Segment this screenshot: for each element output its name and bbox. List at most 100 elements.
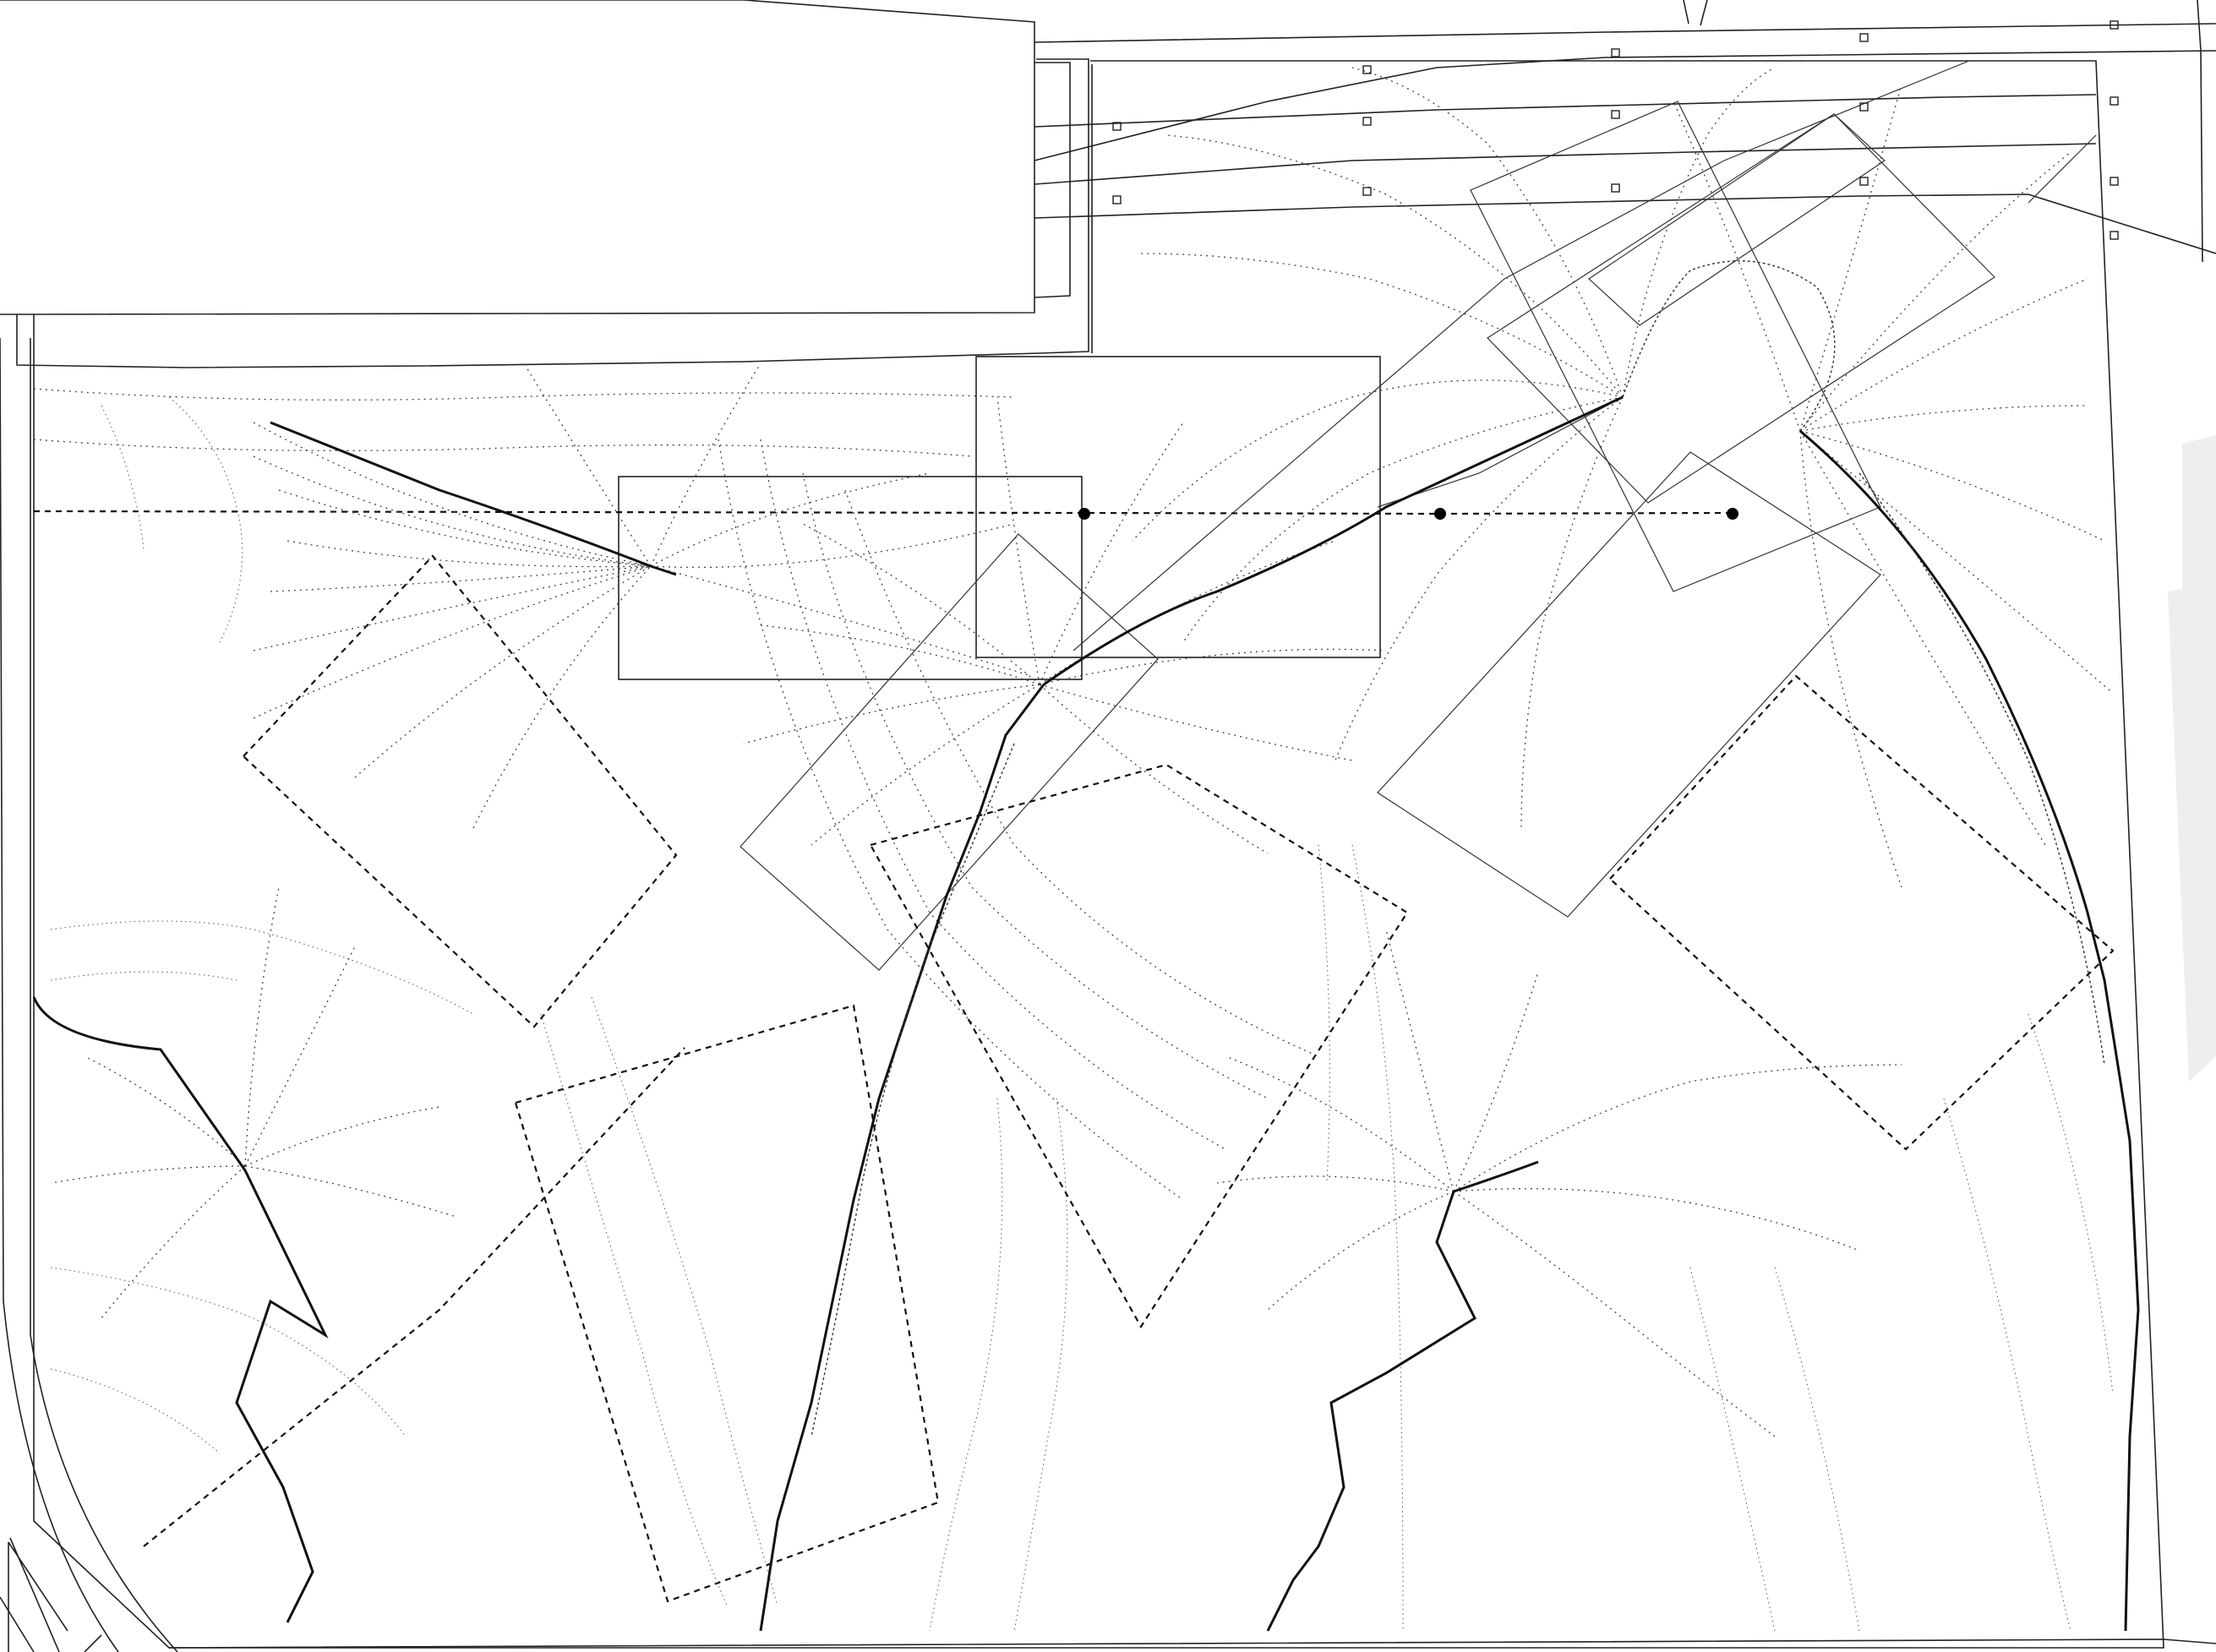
square-marker — [1611, 48, 1620, 57]
road-lane-1 — [1034, 50, 2216, 161]
square-marker — [1611, 110, 1620, 119]
square-marker — [1611, 183, 1620, 193]
contour-line — [1039, 648, 1387, 685]
contour-line — [270, 565, 652, 592]
contour-line — [1039, 684, 1353, 761]
ridge-soft-2 — [811, 743, 1015, 1437]
contour-line — [101, 1165, 246, 1319]
footprint-rect-2 — [975, 356, 1381, 658]
dashed-footprint-left — [242, 554, 678, 1028]
contour-line — [1318, 844, 1330, 1184]
contour-line — [760, 624, 1040, 685]
rotated-footprint-2 — [1377, 451, 1881, 918]
square-marker — [2110, 96, 2119, 106]
contour-line — [844, 489, 1319, 1057]
square-marker — [1362, 117, 1372, 126]
contour-line — [1622, 67, 1776, 398]
square-marker — [2110, 231, 2119, 240]
rotated-footprint-1 — [740, 533, 1159, 971]
contour-line — [1267, 1191, 1455, 1311]
contour-line — [1039, 684, 1269, 854]
site-boundary — [33, 60, 2164, 1649]
survey-points — [1078, 508, 1738, 520]
dashed-footprint-center — [514, 1004, 940, 1603]
square-marker — [2110, 20, 2119, 30]
contour-line — [1351, 844, 1404, 1632]
contour-line — [1799, 151, 2071, 432]
dashed-diagonal-bottom-left — [143, 1047, 685, 1547]
contour-line — [1132, 379, 1624, 542]
contour-line — [1799, 84, 1902, 432]
rotated-footprint-4 — [1487, 113, 1995, 504]
road-right-edge — [2197, 0, 2203, 263]
bottom-boundary — [168, 1638, 2216, 1649]
contour-line — [1799, 430, 2105, 542]
contour-line — [1799, 430, 1902, 888]
bottom-left-detail — [8, 1541, 102, 1652]
building-step-wall — [1034, 62, 1071, 298]
left-road-outer — [0, 337, 119, 1652]
contour-line — [1165, 134, 1624, 398]
contour-line — [244, 946, 356, 1167]
dashed-footprint-mid-right — [869, 763, 1409, 1329]
contour-line — [1774, 1267, 1860, 1632]
contour-line — [50, 1368, 221, 1454]
ridge-center — [759, 684, 1045, 1632]
ridge-upper-left — [270, 421, 677, 576]
contour-line — [101, 405, 145, 550]
neighbor-shade-area-lower — [2168, 583, 2216, 1082]
road-lane-4 — [1034, 94, 2097, 128]
square-marker — [1859, 177, 1869, 186]
contour-line — [1039, 422, 1184, 685]
contour-line — [1799, 278, 2088, 432]
contour-line — [802, 472, 1269, 1099]
left-road-inner — [30, 338, 178, 1652]
contour-line — [1351, 67, 1624, 398]
contour-line — [650, 472, 931, 567]
contour-line — [354, 565, 652, 778]
contour-line — [278, 489, 652, 567]
road-lane-3 — [1034, 194, 2216, 254]
square-marker — [1362, 65, 1372, 74]
contour-line — [1799, 405, 2088, 432]
contour-line — [1689, 1267, 1776, 1632]
dashed-axis-line — [33, 510, 1733, 515]
contour-line — [50, 971, 237, 981]
contour-line — [253, 455, 652, 567]
contour-line — [1453, 971, 1539, 1192]
ridge-right — [1799, 429, 2140, 1632]
contour-line — [84, 1055, 246, 1167]
contour-line — [811, 684, 1040, 846]
contour-line — [1039, 540, 1336, 685]
contour-line — [1385, 929, 1455, 1192]
survey-square-markers — [1112, 20, 2119, 240]
footprint-rect-1 — [618, 476, 1083, 680]
diagonal-line-3 — [2028, 134, 2097, 204]
contour-line — [50, 1267, 407, 1437]
ridge-mid-right-branch — [1453, 1160, 1539, 1193]
contour-line — [1453, 1188, 1860, 1251]
contour-line — [1182, 396, 1624, 643]
contour-lines — [33, 67, 2114, 1632]
survey-point — [1078, 508, 1090, 520]
ridge-center-to-peak — [1043, 395, 1624, 686]
square-marker — [1362, 187, 1372, 196]
diagonal-line-1 — [1073, 60, 1970, 652]
contour-line — [1799, 430, 2114, 694]
rotated-footprint-5 — [1588, 113, 1886, 326]
contour-line — [1943, 1098, 2071, 1632]
contour-line — [996, 396, 1040, 685]
road-lane-2 — [1034, 143, 2097, 185]
ridge-left — [32, 996, 329, 1623]
contour-line — [50, 920, 474, 1015]
contour-line — [591, 996, 778, 1606]
contour-line — [2028, 1013, 2114, 1395]
road-edge-top-2 — [1683, 0, 1708, 26]
contour-line — [929, 1098, 1003, 1632]
contour-line — [1013, 1098, 1068, 1632]
square-marker — [1859, 102, 1869, 112]
contour-line — [33, 439, 973, 457]
contour-line — [650, 523, 1015, 569]
contour-line — [244, 1106, 440, 1167]
road-edge-top — [1034, 23, 2216, 43]
